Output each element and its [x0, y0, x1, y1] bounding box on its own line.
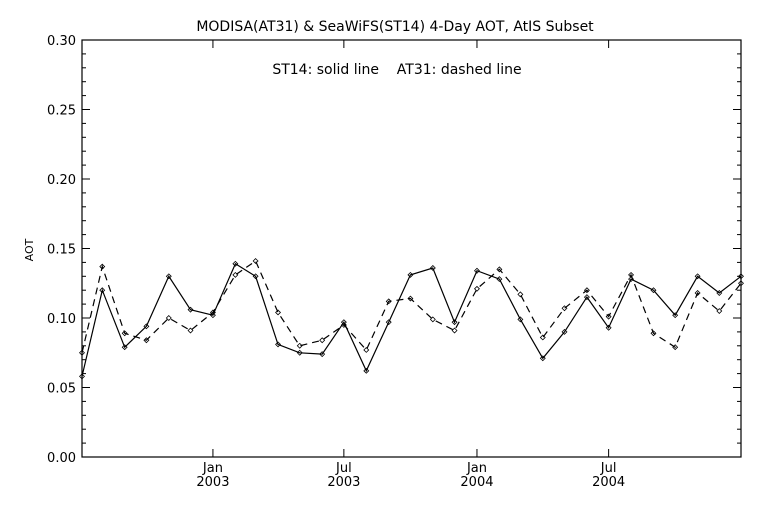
at31-data-point — [583, 287, 590, 294]
x-tick-year: 2003 — [327, 475, 360, 490]
y-tick-label: 0.10 — [47, 312, 76, 327]
st14-data-point — [496, 276, 503, 283]
y-tick-label: 0.30 — [47, 34, 76, 49]
x-tick-month: Jul — [335, 461, 352, 476]
at31-data-point — [143, 337, 150, 344]
series-legend-annotation: ST14: solid line AT31: dashed line — [272, 62, 521, 78]
at31-data-point — [121, 330, 128, 337]
at31-data-point — [429, 316, 436, 323]
at31-data-point — [561, 305, 568, 312]
at31-data-point — [650, 330, 657, 337]
st14-data-point — [363, 367, 370, 374]
st14-data-point — [650, 287, 657, 294]
st14-data-point — [296, 349, 303, 356]
st14-data-point — [407, 271, 414, 278]
at31-data-point — [496, 266, 503, 273]
at31-data-point — [232, 271, 239, 278]
st14-data-point — [143, 323, 150, 330]
st14-data-point — [232, 260, 239, 267]
st14-data-point — [165, 273, 172, 280]
y-tick-label: 0.15 — [47, 243, 76, 258]
at31-data-point — [474, 285, 480, 292]
st14-data-point — [605, 324, 612, 331]
st14-data-point — [539, 355, 546, 362]
at31-data-point — [716, 308, 723, 315]
at31-data-point — [738, 280, 744, 287]
at31-data-point — [628, 271, 635, 278]
x-tick-month: Jul — [600, 461, 617, 476]
st14-data-point — [429, 264, 436, 271]
at31-data-point — [209, 309, 216, 316]
at31-data-point — [605, 313, 612, 320]
at31-data-point — [79, 349, 85, 356]
at31-data-point — [319, 337, 326, 344]
st14-data-point — [385, 319, 392, 326]
series-layer — [79, 258, 744, 380]
st14-data-point — [561, 328, 568, 335]
at31-data-point — [517, 291, 524, 298]
y-tick-label: 0.25 — [47, 104, 76, 119]
plot-frame — [81, 39, 742, 458]
y-axis: 0.00 0.05 0.10 0.15 0.20 0.25 0.30 — [47, 34, 741, 466]
st14-data-point — [187, 306, 194, 313]
st14-data-point — [252, 273, 259, 280]
st14-data-point — [275, 341, 282, 348]
st14-data-point — [319, 351, 326, 358]
at31-data-point — [340, 321, 347, 328]
at31-data-point — [275, 309, 282, 316]
x-tick-year: 2004 — [592, 475, 625, 490]
at31-data-point — [385, 298, 392, 305]
at31-data-point — [451, 327, 458, 334]
at31-data-point — [296, 342, 303, 349]
st14-data-point — [517, 316, 524, 323]
at31-data-point — [187, 327, 194, 334]
x-tick-month: Jan — [466, 461, 487, 476]
y-tick-label: 0.05 — [47, 382, 76, 397]
at31-data-point — [363, 347, 370, 353]
chart-title: MODISA(AT31) & SeaWiFS(ST14) 4-Day AOT, … — [196, 19, 594, 35]
y-tick-label: 0.00 — [47, 451, 76, 466]
at31-series-line — [81, 260, 742, 353]
st14-data-point — [79, 373, 85, 380]
at31-data-point — [539, 334, 546, 341]
st14-data-point — [672, 312, 679, 319]
x-tick-month: Jan — [202, 461, 223, 476]
x-tick-year: 2004 — [460, 475, 493, 490]
at31-data-point — [165, 315, 172, 321]
st14-data-point — [694, 273, 701, 280]
at31-data-point — [694, 290, 701, 296]
st14-data-point — [451, 319, 458, 326]
st14-series-line — [81, 262, 742, 377]
st14-data-point — [583, 294, 590, 301]
y-tick-label: 0.20 — [47, 173, 76, 188]
at31-data-point — [407, 295, 414, 302]
st14-data-point — [99, 287, 106, 294]
at31-data-point — [672, 344, 679, 351]
y-axis-label: AOT — [23, 238, 36, 261]
st14-data-point — [474, 267, 480, 274]
x-tick-year: 2003 — [196, 475, 229, 490]
at31-data-point — [99, 263, 106, 270]
st14-data-point — [121, 344, 128, 351]
at31-data-point — [252, 258, 259, 264]
st14-data-point — [738, 273, 744, 280]
st14-data-point — [716, 290, 723, 296]
